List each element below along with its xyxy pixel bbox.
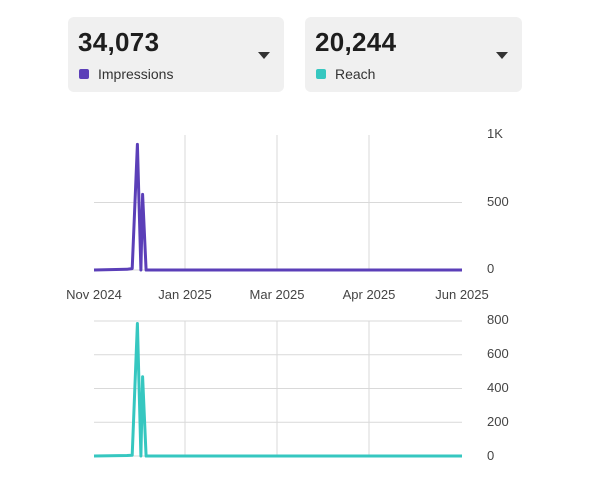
reach-legend: Reach [316,66,375,82]
impressions-color-swatch [79,69,89,79]
x-tick-label: Jan 2025 [158,287,212,302]
impressions-dropdown-caret-icon[interactable] [258,52,270,59]
reach-dropdown-caret-icon[interactable] [496,52,508,59]
y-tick-label: 0 [487,261,494,276]
impressions-value: 34,073 [78,27,160,57]
series-line-reach [93,322,462,458]
reach-label: Reach [335,66,376,82]
reach-color-swatch [316,69,326,79]
impressions-label: Impressions [98,66,174,82]
x-tick-label: Apr 2025 [343,287,396,302]
reach-value: 20,244 [315,27,397,57]
x-tick-label: Nov 2024 [66,287,122,302]
y-tick-label: 400 [487,380,509,395]
x-tick-label: Mar 2025 [250,287,305,302]
y-tick-label: 200 [487,414,509,429]
y-tick-label: 600 [487,346,509,361]
y-tick-label: 1K [487,126,503,141]
series-line-impressions [93,142,462,272]
impressions-metric-card[interactable]: 34,073 Impressions [68,17,284,92]
y-tick-label: 500 [487,194,509,209]
reach-metric-card[interactable]: 20,244 Reach [305,17,522,92]
y-tick-label: 800 [487,312,509,327]
impressions-legend: Impressions [79,66,173,82]
x-tick-label: Jun 2025 [435,287,489,302]
y-tick-label: 0 [487,448,494,463]
